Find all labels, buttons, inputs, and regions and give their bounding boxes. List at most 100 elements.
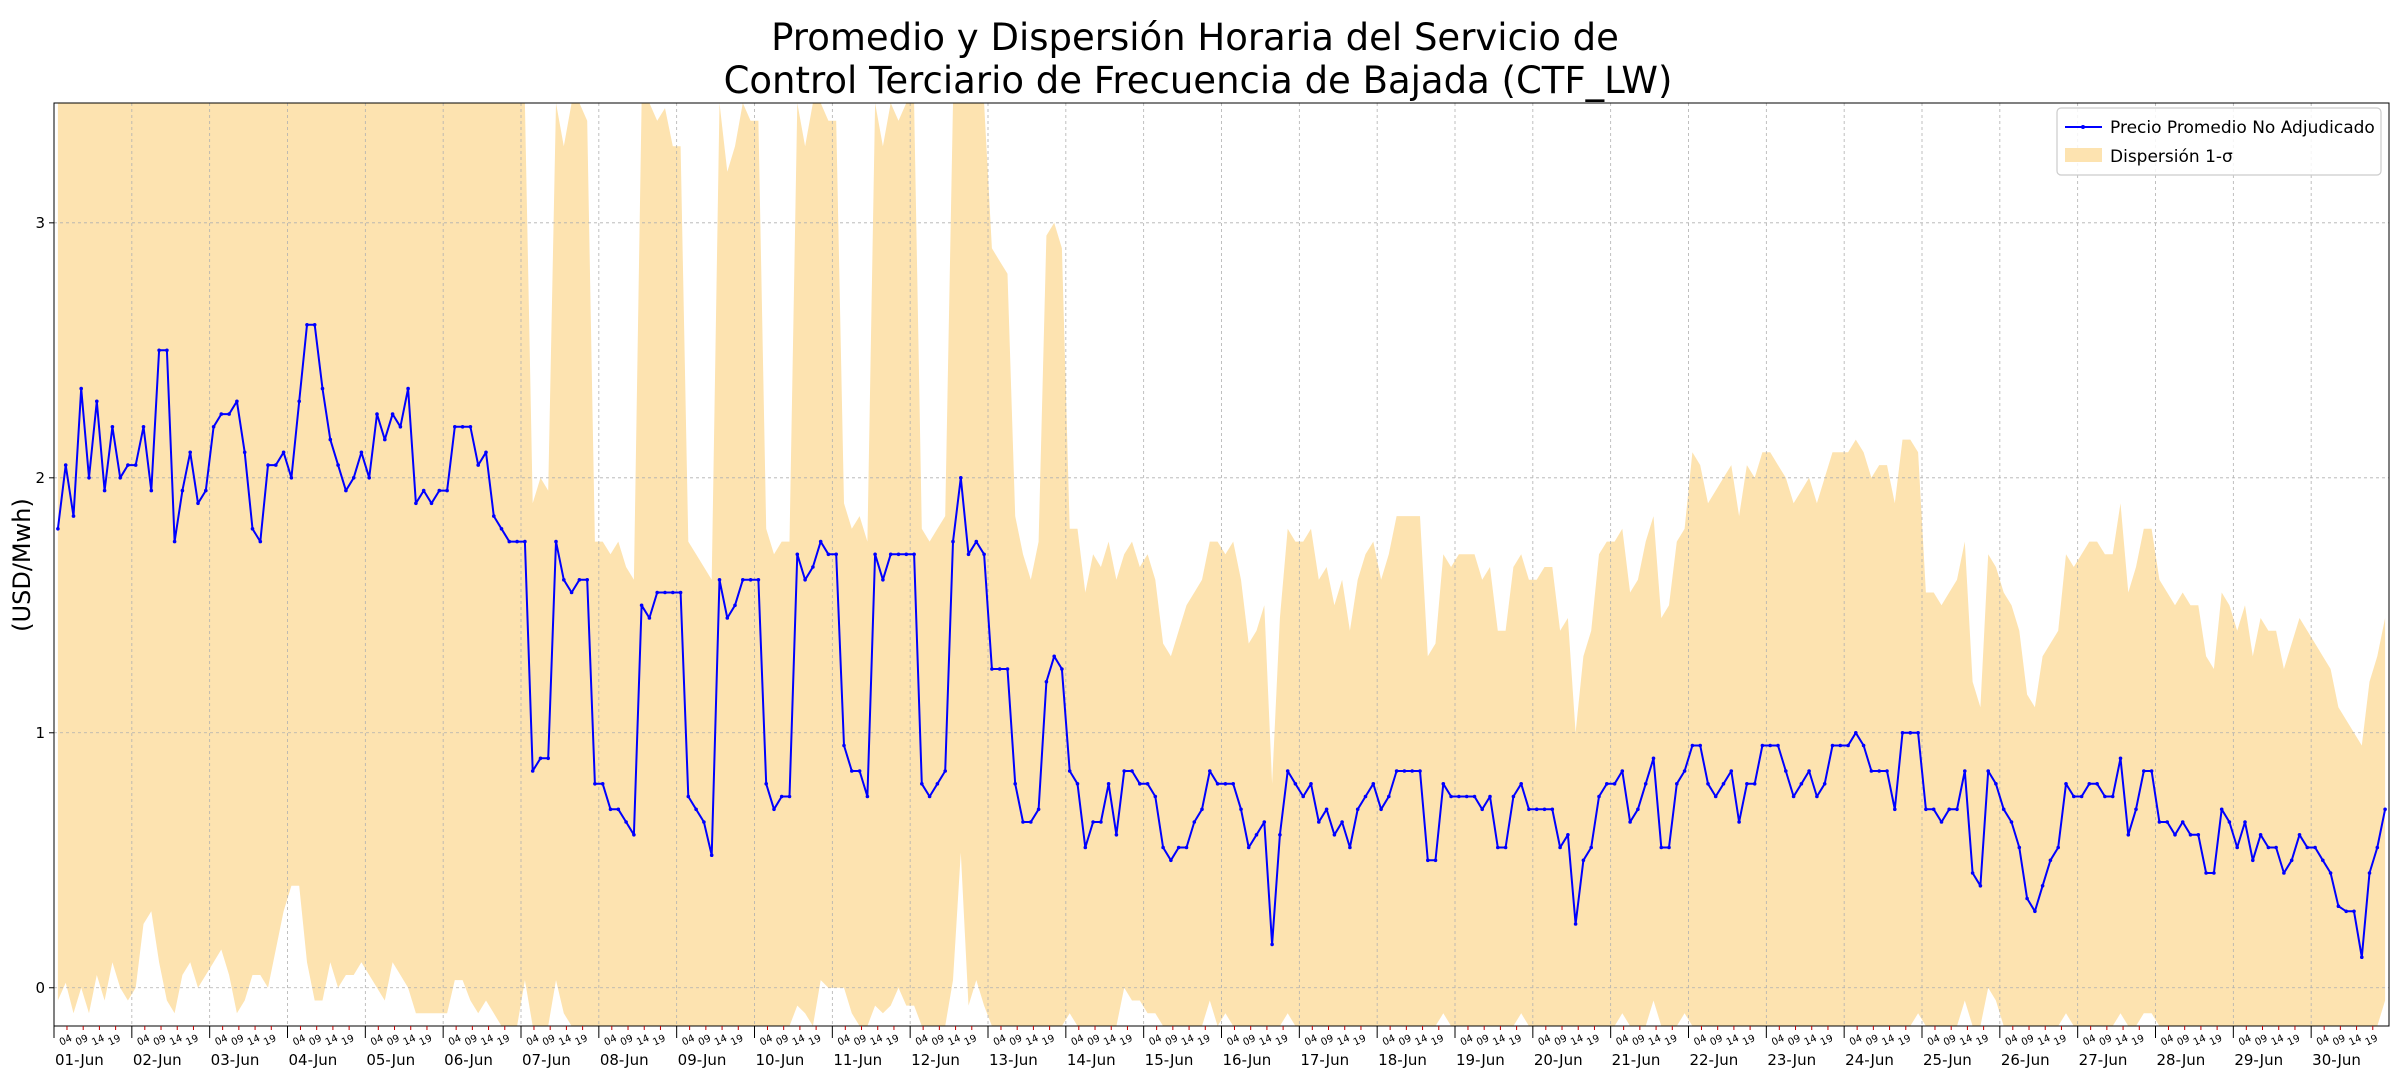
- x-hour-tick-label: 09: [308, 1033, 324, 1048]
- mean-price-point: [1418, 769, 1422, 773]
- mean-price-point: [1605, 782, 1609, 786]
- mean-price-point: [1340, 820, 1344, 824]
- x-hour-tick-label: 14: [1336, 1033, 1352, 1048]
- mean-price-point: [1262, 820, 1267, 824]
- mean-price-point: [2048, 858, 2053, 863]
- mean-price-point: [1729, 769, 1734, 773]
- mean-price-point: [1931, 807, 1936, 812]
- x-day-tick-label: 01-Jun: [55, 1051, 104, 1069]
- mean-price-point: [429, 501, 434, 506]
- mean-price-point: [779, 794, 784, 799]
- mean-price-point: [1659, 845, 1664, 850]
- mean-price-point: [1822, 782, 1827, 786]
- mean-price-point: [966, 552, 971, 557]
- mean-price-point: [2219, 807, 2224, 812]
- x-day-tick-label: 17-Jun: [1300, 1051, 1349, 1069]
- mean-price-point: [1301, 794, 1305, 799]
- legend: Precio Promedio No Adjudicado Dispersión…: [2056, 107, 2382, 176]
- mean-price-point: [453, 425, 457, 429]
- mean-price-point: [172, 539, 177, 544]
- mean-price-point: [1760, 743, 1765, 748]
- x-hour-tick-label: 04: [2315, 1033, 2331, 1048]
- mean-price-point: [920, 782, 924, 786]
- mean-price-point: [1239, 807, 1243, 812]
- mean-price-point: [733, 603, 737, 608]
- mean-price-point: [2134, 807, 2138, 812]
- mean-line-layer: [56, 323, 2387, 959]
- mean-price-point: [250, 527, 255, 531]
- mean-price-point: [663, 590, 667, 595]
- grid-layer: [53, 103, 2390, 1026]
- x-hour-tick-label: 09: [2253, 1033, 2269, 1048]
- mean-price-point: [896, 552, 901, 557]
- mean-price-point: [196, 501, 200, 506]
- mean-price-point: [126, 463, 130, 467]
- mean-price-point: [2110, 794, 2115, 799]
- x-hour-tick-label: 09: [1164, 1033, 1180, 1048]
- mean-price-point: [1036, 807, 1041, 812]
- mean-price-point: [359, 450, 364, 455]
- mean-price-point: [2266, 845, 2271, 850]
- mean-price-point: [585, 578, 589, 582]
- x-hour-tick-label: 14: [869, 1033, 885, 1048]
- x-day-tick-label: 07-Jun: [522, 1051, 571, 1069]
- mean-price-point: [398, 425, 403, 429]
- mean-price-point: [2289, 858, 2294, 863]
- mean-price-point: [110, 425, 115, 429]
- mean-price-point: [1698, 743, 1702, 748]
- mean-price-point: [2056, 845, 2060, 850]
- mean-price-point: [1861, 743, 1866, 748]
- x-hour-tick-label: 09: [2098, 1033, 2114, 1048]
- mean-price-point: [2258, 833, 2263, 837]
- legend-label-band: Dispersión 1-σ: [2110, 147, 2233, 167]
- mean-price-point: [857, 769, 862, 773]
- x-hour-tick-label: 19: [1974, 1033, 1990, 1048]
- x-hour-tick-label: 14: [402, 1033, 418, 1048]
- mean-price-point: [204, 488, 208, 493]
- mean-price-point: [1612, 782, 1617, 786]
- mean-price-point: [1947, 807, 1951, 812]
- mean-price-point: [1675, 782, 1679, 786]
- mean-price-point: [1379, 807, 1383, 812]
- x-hour-tick-label: 04: [680, 1033, 696, 1048]
- mean-price-point: [811, 565, 815, 569]
- mean-price-point: [1371, 782, 1376, 786]
- mean-price-point: [741, 578, 745, 582]
- x-hour-tick-label: 14: [1258, 1033, 1274, 1048]
- x-hour-tick-label: 09: [1242, 1033, 1258, 1048]
- mean-price-point: [1620, 769, 1625, 773]
- mean-price-point: [1511, 794, 1516, 799]
- mean-price-point: [2227, 820, 2232, 824]
- x-hour-tick-label: 19: [418, 1033, 434, 1048]
- mean-price-point: [383, 437, 387, 442]
- x-hour-tick-label: 19: [1430, 1033, 1446, 1048]
- mean-price-point: [1496, 845, 1500, 850]
- x-hour-tick-label: 09: [463, 1033, 479, 1048]
- legend-line-marker: [2081, 125, 2085, 129]
- x-hour-tick-label: 04: [291, 1033, 307, 1048]
- x-hour-tick-label: 19: [1196, 1033, 1212, 1048]
- mean-price-point: [1099, 820, 1103, 824]
- x-day-tick-label: 05-Jun: [366, 1051, 415, 1069]
- mean-price-point: [1153, 794, 1158, 799]
- x-hour-tick-label: 14: [946, 1033, 962, 1048]
- mean-price-point: [1745, 782, 1749, 786]
- mean-price-point: [297, 399, 302, 404]
- mean-price-point: [1464, 794, 1469, 799]
- dispersion-band-layer: [57, 103, 2386, 1026]
- mean-price-point: [997, 667, 1002, 671]
- mean-price-point: [1433, 858, 1438, 863]
- mean-price-point: [959, 476, 963, 480]
- x-day-tick-label: 21-Jun: [1612, 1051, 1661, 1069]
- mean-price-point: [756, 578, 761, 582]
- mean-price-point: [2173, 833, 2177, 837]
- x-hour-tick-label: 19: [1352, 1033, 1368, 1048]
- x-hour-tick-label: 04: [1692, 1033, 1708, 1048]
- x-hour-tick-label: 14: [2347, 1033, 2363, 1048]
- chart-title-line1: Promedio y Dispersión Horaria del Servic…: [771, 16, 1619, 59]
- mean-price-point: [1005, 667, 1010, 671]
- mean-price-point: [803, 578, 807, 582]
- mean-price-point: [927, 794, 932, 799]
- mean-price-point: [312, 323, 317, 327]
